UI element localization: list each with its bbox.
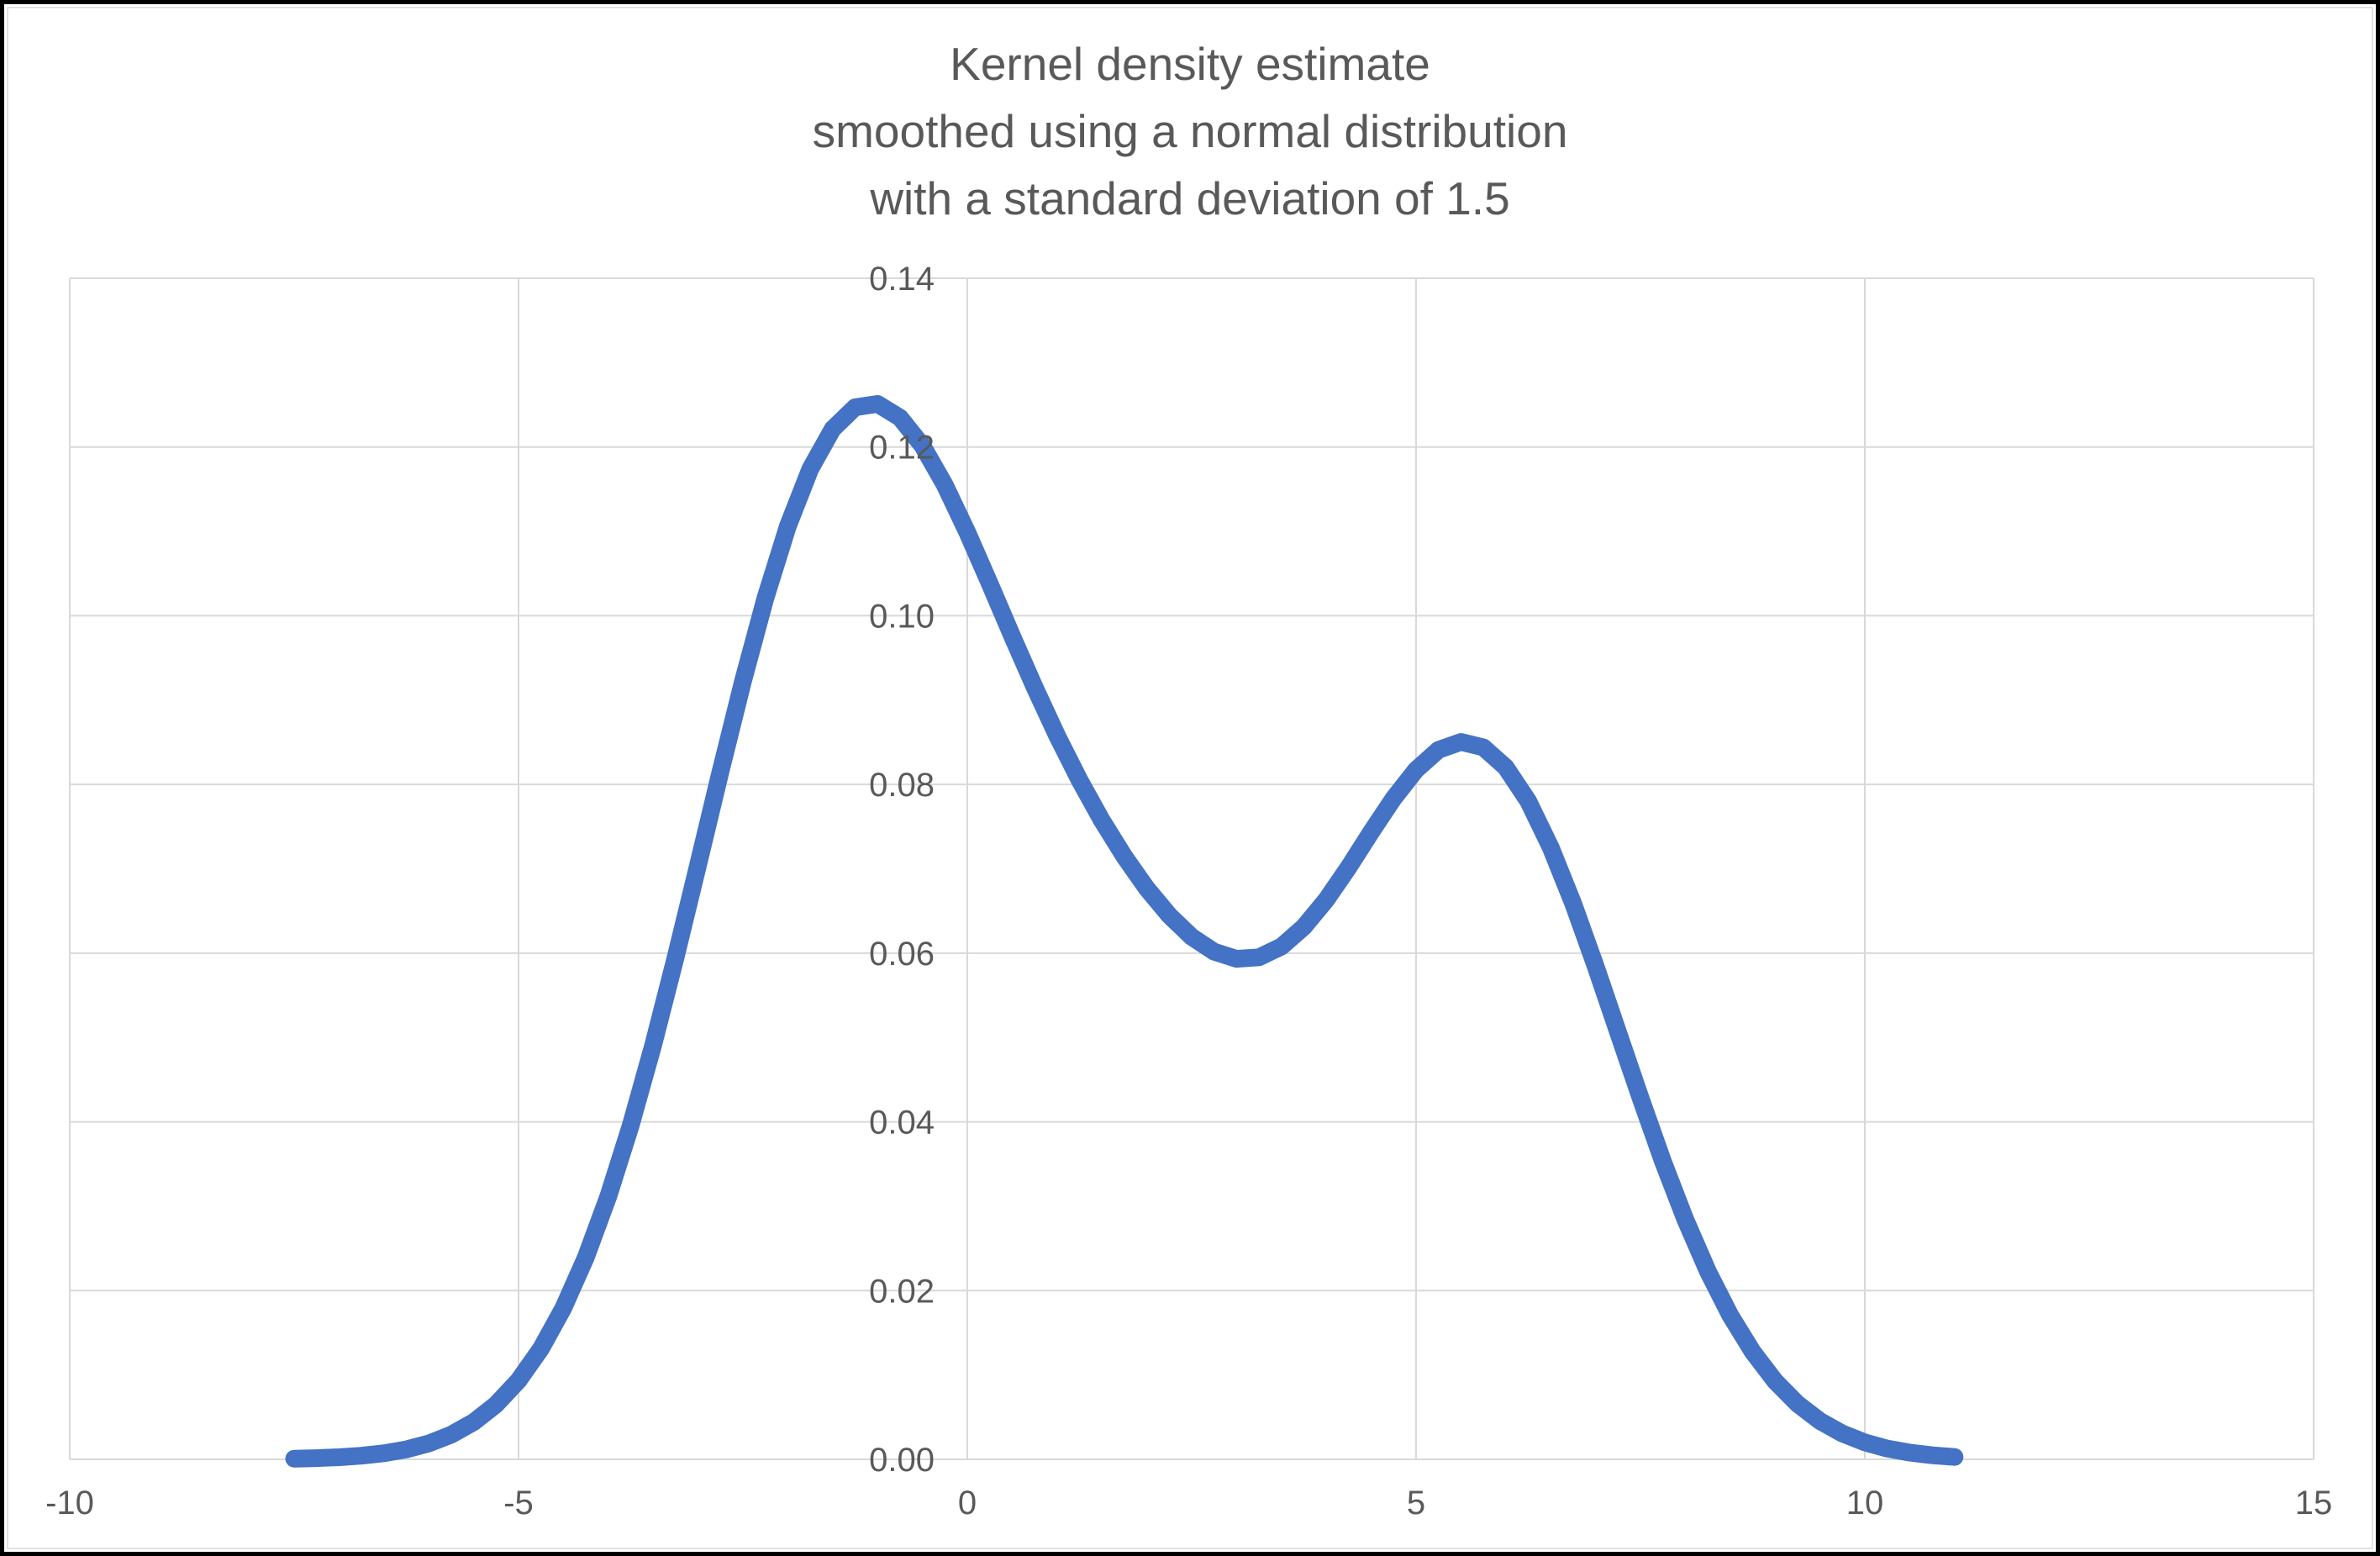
chart-title-line-3: with a standard deviation of 1.5 xyxy=(870,172,1510,224)
chart-title: Kernel density estimate smoothed using a… xyxy=(0,30,2380,232)
y-tick-label: 0.14 xyxy=(869,261,935,298)
x-tick-label: 5 xyxy=(1407,1485,1425,1522)
y-tick-label: 0.12 xyxy=(869,430,935,467)
chart-title-line-1: Kernel density estimate xyxy=(950,38,1430,90)
y-tick-label: 0.02 xyxy=(869,1273,935,1310)
y-tick-label: 0.10 xyxy=(869,598,935,635)
x-tick-label: 0 xyxy=(958,1485,977,1522)
y-tick-label: 0.08 xyxy=(869,767,935,804)
x-tick-label: 10 xyxy=(1846,1485,1884,1522)
y-tick-label: 0.00 xyxy=(869,1442,935,1479)
chart-title-line-2: smoothed using a normal distribution xyxy=(812,105,1568,157)
y-tick-label: 0.06 xyxy=(869,936,935,973)
y-tick-label: 0.04 xyxy=(869,1105,935,1142)
chart-area-border xyxy=(7,7,2373,1549)
x-tick-label: 15 xyxy=(2295,1485,2333,1522)
kde-curve xyxy=(285,395,1964,1468)
x-tick-label: -10 xyxy=(45,1485,94,1522)
x-tick-label: -5 xyxy=(503,1485,534,1522)
